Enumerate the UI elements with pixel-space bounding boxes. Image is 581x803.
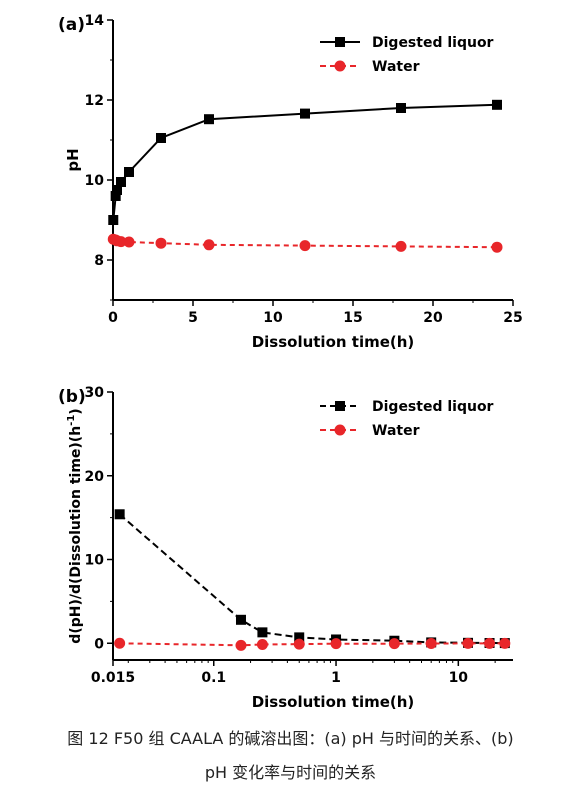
- data-point: [203, 239, 215, 251]
- data-point: [299, 240, 311, 252]
- y-tick-label: 14: [85, 13, 105, 29]
- x-tick-label: 0.1: [201, 670, 226, 686]
- data-point: [123, 236, 135, 248]
- x-axis-label: Dissolution time(h): [252, 693, 415, 710]
- y-axis-label: pH: [64, 148, 82, 171]
- data-point: [108, 215, 119, 225]
- data-point: [112, 185, 122, 195]
- x-tick-label: 20: [423, 310, 443, 326]
- chart-panel-a: 0 5 10 15 20 25 8 10 12 14 Dissolution time(h) pH (a…: [58, 13, 523, 351]
- data-point: [396, 103, 406, 113]
- legend-marker: [335, 401, 345, 411]
- series-digested-liquor: [114, 509, 510, 649]
- series-digested-liquor: [108, 99, 502, 225]
- data-point: [110, 191, 121, 201]
- data-point: [156, 133, 166, 143]
- data-point: [388, 638, 400, 650]
- data-point: [484, 637, 496, 649]
- y-tick-label: 30: [85, 385, 105, 401]
- legend-marker: [334, 424, 346, 436]
- data-point: [300, 108, 310, 119]
- data-point: [294, 632, 305, 643]
- data-point: [491, 241, 503, 253]
- legend-marker: [335, 37, 345, 47]
- legend-marker: [334, 60, 346, 72]
- y-tick-label: 0: [94, 636, 104, 652]
- x-tick-label: 15: [343, 310, 362, 326]
- y-axis-label: d(pH)/d(Dissolution time)(h-1): [66, 408, 84, 643]
- data-point: [204, 114, 214, 125]
- series-water: [114, 637, 511, 651]
- series-line: [112, 103, 498, 221]
- x-tick-label: 0: [108, 310, 118, 326]
- y-tick-label: 8: [94, 253, 104, 269]
- x-axis-label: Dissolution time(h): [252, 333, 415, 351]
- data-point: [293, 638, 305, 650]
- chart-panel-b: 0.015 0.1 1 10 0 10 20 30 Dissolution time(h) d(p…: [58, 385, 513, 710]
- legend: Digested liquor Water: [320, 35, 494, 75]
- data-point: [395, 240, 407, 252]
- series-line: [118, 513, 505, 645]
- caption-line-2: pH 变化率与时间的关系: [204, 763, 377, 782]
- y-tick-label: 20: [85, 469, 105, 485]
- data-point: [116, 177, 126, 187]
- data-point: [256, 639, 268, 651]
- y-tick-label: 10: [85, 553, 105, 569]
- x-tick-label: 1: [331, 670, 341, 686]
- x-tick-label: 10: [449, 670, 469, 686]
- series-water: [107, 233, 503, 253]
- data-point: [115, 236, 127, 248]
- data-point: [124, 167, 134, 177]
- series-line: [119, 642, 505, 647]
- panel-label: (a): [58, 15, 85, 35]
- legend-label: Water: [372, 59, 420, 75]
- figure-caption: 图 12 F50 组 CAALA 的碱溶出图：(a) pH 与时间的关系、(b)…: [0, 722, 581, 790]
- x-tick-label: 5: [188, 310, 198, 326]
- data-point: [235, 639, 247, 651]
- data-point: [425, 638, 437, 650]
- legend: Digested liquor Water: [320, 399, 494, 439]
- data-point: [155, 237, 167, 249]
- y-tick-label: 12: [85, 93, 104, 109]
- data-point: [114, 637, 126, 649]
- x-tick-label: 0.015: [91, 670, 135, 686]
- data-point: [114, 509, 125, 520]
- data-point: [235, 614, 246, 625]
- panel-label: (b): [58, 387, 86, 407]
- data-point: [257, 627, 268, 638]
- y-tick-label: 10: [85, 173, 105, 189]
- caption-line-1: 图 12 F50 组 CAALA 的碱溶出图：(a) pH 与时间的关系、(b): [67, 729, 514, 748]
- x-tick-label: 25: [503, 310, 522, 326]
- legend-label: Water: [372, 423, 420, 439]
- data-point: [492, 99, 502, 110]
- x-tick-label: 10: [263, 310, 283, 326]
- data-point: [499, 637, 511, 649]
- legend-label: Digested liquor: [372, 35, 494, 51]
- legend-label: Digested liquor: [372, 399, 494, 415]
- data-point: [330, 638, 342, 650]
- data-point: [462, 637, 474, 649]
